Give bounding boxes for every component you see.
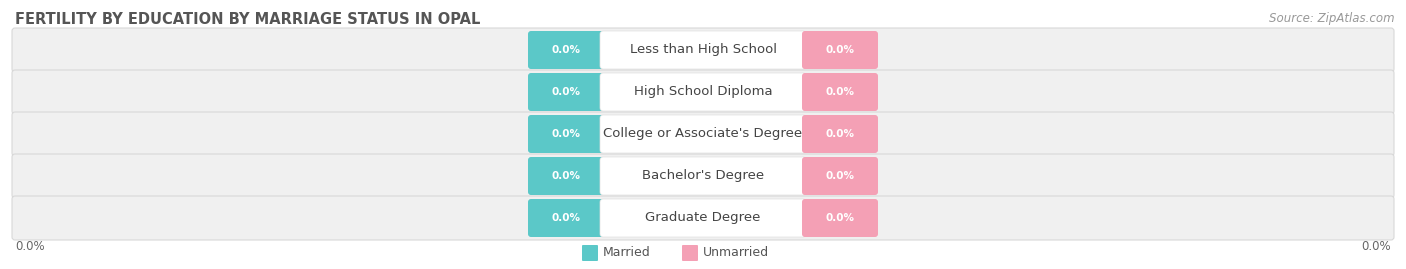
Text: Graduate Degree: Graduate Degree xyxy=(645,211,761,225)
Text: Bachelor's Degree: Bachelor's Degree xyxy=(643,169,763,182)
Text: 0.0%: 0.0% xyxy=(825,45,855,55)
Text: College or Associate's Degree: College or Associate's Degree xyxy=(603,128,803,140)
Text: 0.0%: 0.0% xyxy=(551,213,581,223)
Text: Unmarried: Unmarried xyxy=(703,246,769,260)
Text: 0.0%: 0.0% xyxy=(825,213,855,223)
Text: Less than High School: Less than High School xyxy=(630,44,776,56)
FancyBboxPatch shape xyxy=(600,199,806,237)
Text: 0.0%: 0.0% xyxy=(825,171,855,181)
Text: Married: Married xyxy=(603,246,651,260)
Text: 0.0%: 0.0% xyxy=(1361,240,1391,253)
Text: Source: ZipAtlas.com: Source: ZipAtlas.com xyxy=(1270,12,1395,25)
FancyBboxPatch shape xyxy=(529,115,605,153)
Text: 0.0%: 0.0% xyxy=(551,129,581,139)
FancyBboxPatch shape xyxy=(801,73,877,111)
FancyBboxPatch shape xyxy=(13,112,1393,156)
FancyBboxPatch shape xyxy=(13,70,1393,114)
Text: 0.0%: 0.0% xyxy=(825,129,855,139)
FancyBboxPatch shape xyxy=(529,157,605,195)
Text: 0.0%: 0.0% xyxy=(15,240,45,253)
FancyBboxPatch shape xyxy=(600,157,806,195)
Text: 0.0%: 0.0% xyxy=(551,45,581,55)
FancyBboxPatch shape xyxy=(801,31,877,69)
FancyBboxPatch shape xyxy=(600,31,806,69)
FancyBboxPatch shape xyxy=(801,199,877,237)
FancyBboxPatch shape xyxy=(529,199,605,237)
Text: 0.0%: 0.0% xyxy=(551,87,581,97)
FancyBboxPatch shape xyxy=(529,31,605,69)
FancyBboxPatch shape xyxy=(13,154,1393,198)
FancyBboxPatch shape xyxy=(13,28,1393,72)
FancyBboxPatch shape xyxy=(600,73,806,111)
FancyBboxPatch shape xyxy=(13,196,1393,240)
FancyBboxPatch shape xyxy=(801,115,877,153)
FancyBboxPatch shape xyxy=(682,245,697,261)
Text: 0.0%: 0.0% xyxy=(551,171,581,181)
Text: 0.0%: 0.0% xyxy=(825,87,855,97)
FancyBboxPatch shape xyxy=(801,157,877,195)
FancyBboxPatch shape xyxy=(600,115,806,153)
FancyBboxPatch shape xyxy=(529,73,605,111)
FancyBboxPatch shape xyxy=(582,245,598,261)
Text: High School Diploma: High School Diploma xyxy=(634,86,772,98)
Text: FERTILITY BY EDUCATION BY MARRIAGE STATUS IN OPAL: FERTILITY BY EDUCATION BY MARRIAGE STATU… xyxy=(15,12,481,27)
